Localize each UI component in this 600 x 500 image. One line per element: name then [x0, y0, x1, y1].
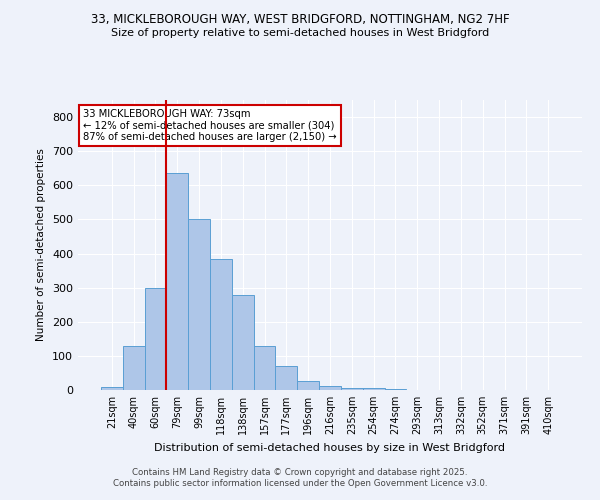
Bar — [275, 366, 297, 390]
Y-axis label: Number of semi-detached properties: Number of semi-detached properties — [37, 148, 46, 342]
Bar — [188, 220, 210, 390]
Bar — [319, 386, 341, 390]
Bar — [297, 382, 319, 390]
Bar — [385, 388, 406, 390]
Bar — [210, 260, 232, 390]
Bar — [123, 346, 145, 390]
Text: 33, MICKLEBOROUGH WAY, WEST BRIDGFORD, NOTTINGHAM, NG2 7HF: 33, MICKLEBOROUGH WAY, WEST BRIDGFORD, N… — [91, 12, 509, 26]
Text: Contains HM Land Registry data © Crown copyright and database right 2025.
Contai: Contains HM Land Registry data © Crown c… — [113, 468, 487, 487]
Bar — [341, 388, 363, 390]
Bar — [363, 388, 385, 390]
Text: 33 MICKLEBOROUGH WAY: 73sqm
← 12% of semi-detached houses are smaller (304)
87% : 33 MICKLEBOROUGH WAY: 73sqm ← 12% of sem… — [83, 108, 337, 142]
Bar — [101, 386, 123, 390]
Bar — [166, 174, 188, 390]
Bar — [145, 288, 166, 390]
X-axis label: Distribution of semi-detached houses by size in West Bridgford: Distribution of semi-detached houses by … — [155, 442, 505, 452]
Text: Size of property relative to semi-detached houses in West Bridgford: Size of property relative to semi-detach… — [111, 28, 489, 38]
Bar — [254, 346, 275, 390]
Bar — [232, 295, 254, 390]
